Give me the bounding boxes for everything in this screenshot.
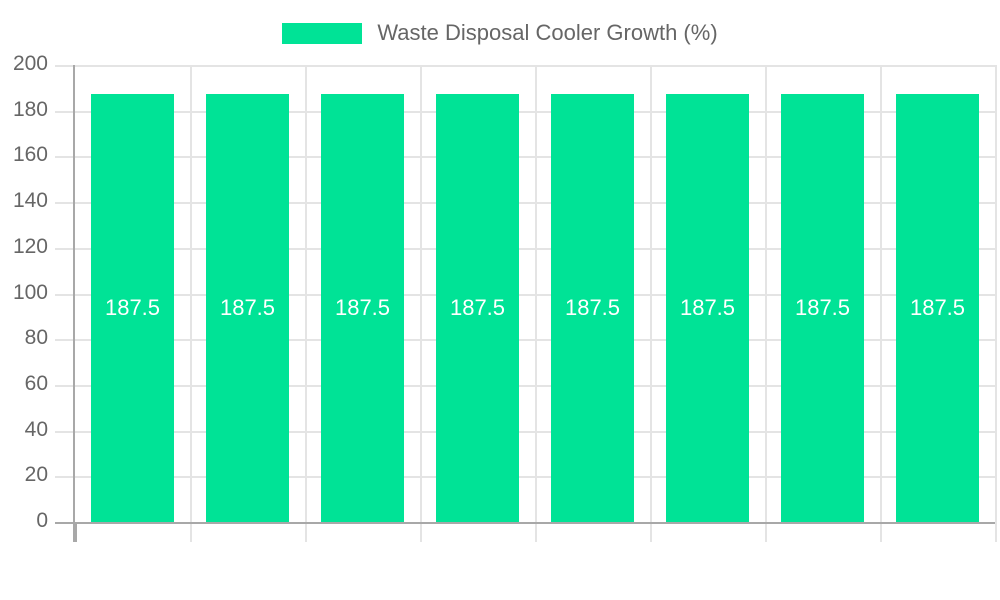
x-tick bbox=[535, 522, 537, 542]
x-tick bbox=[880, 522, 882, 542]
x-tick bbox=[75, 522, 77, 542]
bar[interactable]: 187.5 bbox=[91, 93, 174, 522]
bar[interactable]: 187.5 bbox=[436, 93, 519, 522]
x-gridline bbox=[190, 65, 192, 522]
x-tick bbox=[190, 522, 192, 542]
y-tick bbox=[55, 202, 75, 205]
legend-label[interactable]: Waste Disposal Cooler Growth (%) bbox=[377, 20, 718, 45]
y-tick-label: 40 bbox=[24, 417, 48, 441]
y-tick bbox=[55, 476, 75, 479]
y-tick-label: 60 bbox=[24, 371, 48, 395]
bar-value-label: 187.5 bbox=[104, 294, 161, 320]
bar-value-label: 187.5 bbox=[564, 294, 621, 320]
bar[interactable]: 187.5 bbox=[896, 93, 979, 522]
x-gridline bbox=[995, 65, 997, 522]
x-gridline bbox=[420, 65, 422, 522]
bar[interactable]: 187.5 bbox=[321, 93, 404, 522]
y-tick bbox=[55, 293, 75, 296]
y-tick bbox=[55, 430, 75, 433]
y-tick-label: 180 bbox=[12, 97, 48, 121]
bar[interactable]: 187.5 bbox=[206, 93, 289, 522]
y-tick-label: 160 bbox=[12, 143, 48, 167]
bar-value-label: 187.5 bbox=[794, 294, 851, 320]
bar[interactable]: 187.5 bbox=[781, 93, 864, 522]
y-axis-line bbox=[73, 65, 75, 542]
x-gridline bbox=[880, 65, 882, 522]
bar-value-label: 187.5 bbox=[909, 294, 966, 320]
x-tick bbox=[420, 522, 422, 542]
bar-value-label: 187.5 bbox=[679, 294, 736, 320]
bar[interactable]: 187.5 bbox=[666, 93, 749, 522]
y-tick bbox=[55, 65, 75, 67]
x-gridline bbox=[305, 65, 307, 522]
y-tick-label: 0 bbox=[36, 509, 48, 533]
bar-value-label: 187.5 bbox=[449, 294, 506, 320]
y-tick-label: 80 bbox=[24, 326, 48, 350]
y-tick bbox=[55, 110, 75, 113]
y-tick bbox=[55, 339, 75, 342]
x-gridline bbox=[650, 65, 652, 522]
x-tick bbox=[305, 522, 307, 542]
chart-legend: Waste Disposal Cooler Growth (%) bbox=[0, 20, 1000, 46]
y-tick-label: 200 bbox=[12, 52, 48, 76]
x-axis-line bbox=[55, 522, 995, 524]
bar-value-label: 187.5 bbox=[334, 294, 391, 320]
y-tick-label: 20 bbox=[24, 463, 48, 487]
x-gridline bbox=[765, 65, 767, 522]
plot-area: 0 20 40 60 80 100 120 140 160 180 200 187.5 187.5 187… bbox=[13, 52, 997, 542]
y-tick-label: 100 bbox=[12, 280, 48, 304]
y-tick bbox=[55, 247, 75, 250]
y-tick bbox=[55, 384, 75, 387]
x-gridline bbox=[535, 65, 537, 522]
x-tick bbox=[995, 522, 997, 542]
x-tick bbox=[765, 522, 767, 542]
x-tick bbox=[650, 522, 652, 542]
bar[interactable]: 187.5 bbox=[551, 93, 634, 522]
legend-swatch[interactable] bbox=[282, 22, 363, 44]
bar-value-label: 187.5 bbox=[219, 294, 276, 320]
y-tick-label: 120 bbox=[12, 234, 48, 258]
y-tick bbox=[55, 156, 75, 159]
y-tick-label: 140 bbox=[12, 189, 48, 213]
